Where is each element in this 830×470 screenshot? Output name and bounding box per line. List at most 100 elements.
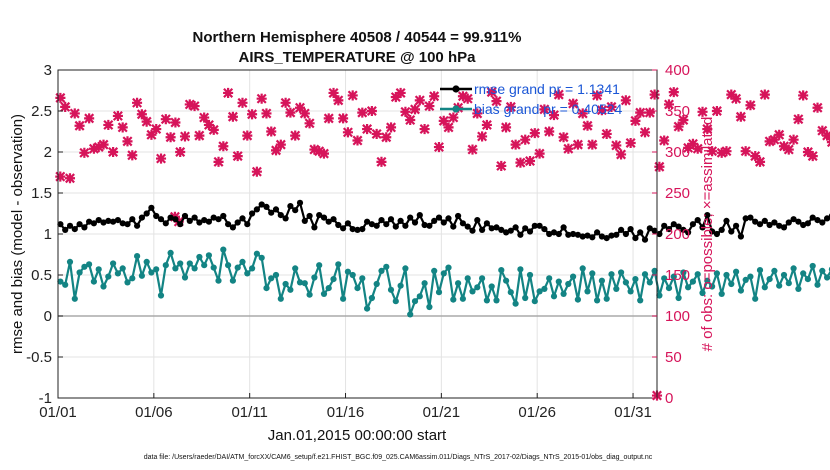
rmse-point: [618, 226, 625, 233]
rmse-point: [205, 218, 212, 225]
rmse-point: [210, 214, 217, 221]
rmse-point: [565, 231, 572, 238]
bias-point: [402, 265, 409, 272]
obs-count-point: [64, 173, 76, 184]
bias-point: [665, 285, 673, 292]
rmse-point: [191, 214, 198, 221]
obs-count-point: [529, 128, 540, 139]
obs-count-point: [798, 90, 809, 101]
rmse-point: [258, 201, 265, 208]
obs-count-point: [69, 108, 80, 119]
rmse-point: [411, 219, 419, 226]
rmse-point: [598, 233, 606, 240]
rmse-point: [493, 224, 500, 231]
bias-point: [598, 277, 606, 284]
obs-count-point: [793, 114, 804, 125]
obs-count-point: [381, 132, 392, 143]
obs-count-point: [175, 146, 186, 158]
obs-count-point: [55, 171, 66, 182]
rmse-point: [407, 214, 414, 221]
obs-count-point: [290, 130, 301, 141]
obs-count-point: [438, 115, 449, 126]
bias-point: [239, 258, 246, 265]
obs-count-point: [577, 108, 588, 119]
bias-point: [680, 269, 687, 276]
bias-point: [181, 274, 189, 281]
bias-point: [809, 262, 816, 270]
rmse-point: [483, 220, 490, 227]
obs-count-point: [55, 92, 66, 103]
bias-point: [277, 295, 284, 302]
obs-count-point: [213, 156, 224, 167]
obs-count-point: [568, 98, 579, 109]
bias-point: [373, 280, 380, 288]
x-tick-label: 01/11: [231, 404, 267, 421]
rmse-point: [641, 236, 649, 243]
obs-count-point: [486, 87, 497, 98]
obs-count-point: [371, 128, 382, 139]
obs-count-point: [606, 101, 617, 112]
bias-point: [311, 274, 318, 281]
obs-count-point: [539, 104, 550, 115]
bias-point: [435, 289, 443, 296]
obs-count-point: [352, 135, 363, 146]
obs-count-point: [280, 97, 291, 108]
obs-count-point: [424, 101, 435, 112]
bias-point: [220, 246, 227, 253]
bias-point: [627, 288, 634, 295]
obs-count-point: [376, 156, 387, 167]
rmse-point: [455, 212, 462, 220]
obs-count-point: [625, 137, 636, 149]
obs-count-point: [218, 141, 229, 152]
bias-point: [62, 281, 69, 288]
x-tick-label: 01/16: [327, 404, 365, 421]
bias-point: [383, 263, 390, 270]
obs-count-point: [405, 114, 416, 126]
bias-point: [464, 275, 471, 282]
rmse-point: [359, 226, 366, 233]
bias-point: [728, 280, 735, 288]
obs-count-point: [309, 144, 320, 155]
obs-count-point: [683, 142, 694, 153]
rmse-point: [215, 216, 222, 223]
obs-count-point: [649, 89, 660, 100]
rmse-point: [220, 212, 227, 220]
rmse-point: [162, 220, 169, 227]
rmse-point: [469, 227, 476, 234]
bias-point: [742, 276, 749, 283]
rmse-point: [225, 221, 232, 228]
rmse-point: [397, 217, 404, 224]
bias-point: [594, 297, 601, 304]
y-tick-label: 2: [44, 144, 52, 161]
obs-count-point: [635, 107, 646, 118]
rmse-point: [316, 212, 323, 219]
obs-count-point: [553, 89, 564, 100]
obs-count-point: [390, 92, 401, 103]
y2-tick-label: 250: [665, 185, 690, 202]
bias-point: [479, 275, 486, 282]
bias-point: [618, 269, 625, 276]
obs-count-point: [199, 112, 210, 123]
obs-count-point: [386, 122, 397, 133]
obs-count-point: [515, 157, 526, 168]
bias-point: [608, 271, 615, 278]
y2-axis-label: # of obs: o=possible; ×=assimilated: [699, 117, 716, 352]
rmse-point: [229, 224, 236, 231]
bias-point: [292, 265, 299, 272]
rmse-point: [268, 209, 275, 216]
bias-point: [723, 271, 730, 279]
rmse-point: [344, 220, 351, 227]
rmse-point: [421, 221, 428, 229]
rmse-point: [560, 224, 567, 231]
obs-count-point: [812, 102, 823, 113]
rmse-point: [531, 222, 538, 229]
obs-count-point: [467, 144, 478, 155]
rmse-point: [105, 217, 112, 224]
obs-count-point: [769, 134, 780, 145]
obs-count-point: [170, 117, 181, 128]
bias-point: [603, 295, 610, 302]
obs-count-point: [357, 107, 368, 118]
rmse-point: [181, 212, 189, 220]
rmse-point: [656, 230, 663, 238]
bias-point: [565, 280, 572, 288]
